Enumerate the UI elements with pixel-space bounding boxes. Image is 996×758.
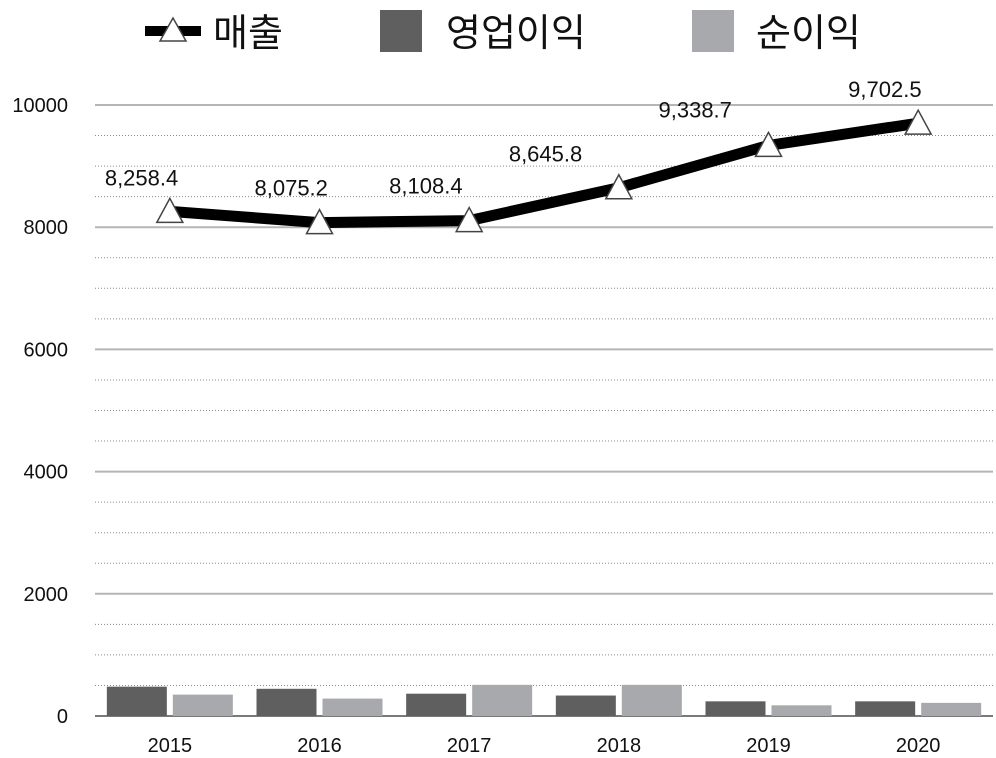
y-tick-label: 0 [57, 706, 68, 728]
y-tick-label: 8000 [24, 217, 69, 239]
revenue-point-marker [903, 108, 933, 135]
bar-operating-profit [705, 701, 766, 716]
y-tick-label: 2000 [24, 584, 69, 606]
bar-operating-profit [256, 688, 317, 716]
revenue-data-label: 8,108.4 [389, 174, 462, 199]
revenue-data-label: 8,258.4 [105, 165, 178, 190]
revenue-line [155, 108, 933, 235]
bar-operating-profit [555, 695, 616, 716]
data-labels: 8,258.4 8,075.2 8,108.4 8,645.8 9,338.7 9,702… [105, 77, 922, 200]
x-tick-label: 2016 [297, 735, 342, 757]
x-tick-label: 2018 [597, 735, 642, 757]
revenue-data-label: 8,645.8 [509, 142, 582, 167]
legend-label: 영업이익 [446, 11, 586, 55]
legend-swatch [692, 10, 734, 52]
bar-net-profit [172, 694, 233, 716]
bar-operating-profit [106, 686, 167, 716]
y-tick-label: 10000 [12, 95, 68, 117]
x-tick-label: 2019 [746, 735, 791, 757]
legend: 매출 영업이익 순이익 [145, 10, 861, 55]
revenue-point-marker [754, 130, 783, 158]
legend-label: 매출 [213, 11, 283, 55]
revenue-line-path [169, 117, 919, 229]
revenue-data-label: 9,702.5 [848, 77, 921, 102]
legend-swatch [380, 10, 422, 52]
revenue-data-label: 8,075.2 [255, 176, 328, 201]
x-tick-label: 2015 [148, 735, 193, 757]
revenue-point-marker [454, 206, 484, 233]
grid [95, 104, 993, 686]
bar-net-profit [921, 702, 982, 716]
revenue-point-marker [155, 196, 185, 224]
bar-operating-profit [855, 701, 916, 716]
bar-net-profit [621, 684, 682, 716]
x-tick-label: 2020 [896, 735, 941, 757]
y-tick-label: 4000 [24, 462, 69, 484]
axis: 0 2000 4000 6000 8000 10000 2015 2016 2017 2018 20… [12, 95, 993, 757]
bar-net-profit [771, 705, 832, 716]
x-tick-label: 2017 [447, 735, 492, 757]
revenue-point-marker [604, 173, 634, 200]
revenue-data-label: 9,338.7 [659, 97, 732, 122]
bar-net-profit [472, 684, 533, 716]
legend-triangle-icon [158, 16, 188, 42]
revenue-point-marker [305, 208, 334, 235]
bars [106, 684, 982, 716]
y-tick-label: 6000 [24, 339, 69, 361]
legend-label: 순이익 [756, 11, 861, 55]
bar-operating-profit [406, 693, 467, 716]
bar-net-profit [322, 698, 383, 716]
